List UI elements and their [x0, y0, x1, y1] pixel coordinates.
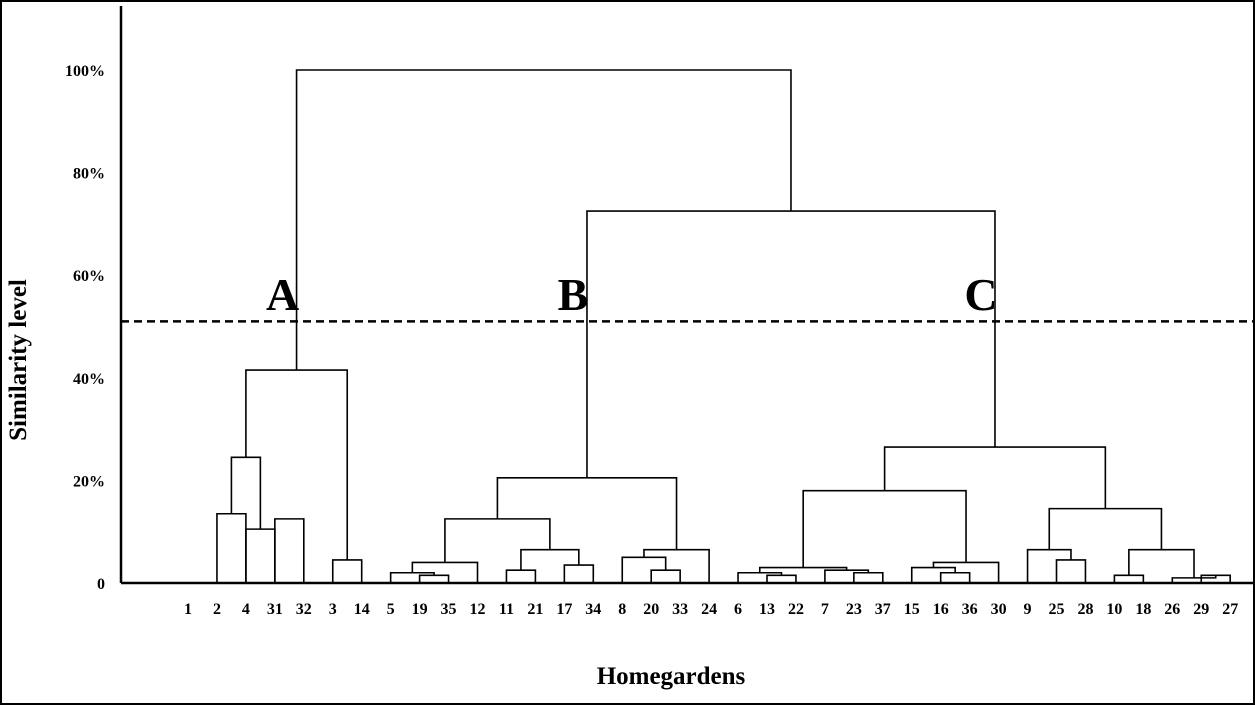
leaf-label: 21 [527, 601, 543, 618]
x-axis-title: Homegardens [597, 663, 746, 690]
dendrogram-link [883, 446, 1107, 509]
leaf-label: 23 [846, 601, 862, 618]
leaf-label: 9 [1024, 601, 1032, 618]
y-tick-label: 0 [97, 576, 105, 593]
leaf-label: 19 [412, 601, 428, 618]
leaf-label: 4 [242, 601, 250, 618]
leaf-label: 30 [991, 601, 1007, 618]
leaf-label: 20 [643, 601, 659, 618]
dendrogram-link [505, 569, 537, 583]
dendrogram-link [643, 548, 710, 583]
dendrogram-link [1026, 548, 1072, 583]
dendrogram-link [853, 571, 884, 583]
dendrogram-link [389, 571, 435, 583]
leaf-label: 7 [821, 601, 829, 618]
y-tick-label: 80% [73, 166, 105, 183]
dendrogram-tree [216, 69, 1231, 583]
leaf-label: 12 [470, 601, 486, 618]
dendrogram-link [586, 210, 996, 478]
leaf-label: 6 [734, 601, 742, 618]
dendrogram-link [737, 571, 783, 583]
leaf-label: 2 [213, 601, 221, 618]
dendrogram-link [295, 69, 792, 371]
dendrogram-link [1055, 559, 1087, 583]
dendrogram-link [802, 489, 967, 568]
leaf-label: 18 [1135, 601, 1151, 618]
leaf-label: 27 [1222, 601, 1238, 618]
leaf-label: 13 [759, 601, 775, 618]
dendrogram-link [520, 548, 580, 571]
leaf-label: 3 [329, 601, 337, 618]
leaf-label: 11 [499, 601, 514, 618]
cluster-labels: A B C [266, 269, 998, 320]
leaf-label: 31 [267, 601, 283, 618]
leaf-label: 15 [904, 601, 920, 618]
y-tick-label: 100% [65, 63, 105, 80]
leaf-label: 17 [556, 601, 572, 618]
leaf-label: 1 [184, 601, 192, 618]
dendrogram-link [563, 564, 595, 583]
leaf-label: 33 [672, 601, 688, 618]
leaf-label: 36 [962, 601, 978, 618]
leaf-label: 34 [585, 601, 601, 618]
dendrogram-link [245, 528, 276, 583]
dendrogram-link [216, 512, 247, 583]
leaf-label: 29 [1193, 601, 1209, 618]
cluster-label: A [266, 269, 299, 320]
leaf-label: 14 [354, 601, 370, 618]
dendrogram-link [650, 569, 681, 583]
y-axis-title: Similarity level [5, 279, 32, 441]
leaf-label: 24 [701, 601, 717, 618]
cluster-label: C [964, 269, 997, 320]
leaf-label: 37 [875, 601, 891, 618]
leaf-label: 5 [387, 601, 395, 618]
dendrogram-link [444, 518, 551, 563]
dendrogram-link [939, 571, 971, 583]
leaf-label: 16 [933, 601, 949, 618]
leaf-label: 26 [1164, 601, 1180, 618]
dendrogram-link [910, 566, 956, 583]
leaf-label: 22 [788, 601, 804, 618]
leaf-label: 28 [1077, 601, 1093, 618]
leaf-label: 32 [296, 601, 312, 618]
leaf-label: 10 [1106, 601, 1122, 618]
dendrogram-link [1128, 548, 1195, 578]
cluster-label: B [558, 269, 589, 320]
y-tick-label: 20% [73, 473, 105, 490]
dendrogram-link [274, 518, 305, 583]
leaf-label: 8 [618, 601, 626, 618]
dendrogram-link [1048, 507, 1163, 550]
leaf-label: 35 [441, 601, 457, 618]
dendrogram-link [496, 477, 678, 550]
y-tick-label: 40% [73, 371, 105, 388]
leaf-labels: 1 2 4 31 32 3 14 5 19 35 12 11 21 17 34 8 20 33 24 6 13 22 7 23… [184, 601, 1238, 618]
leaf-label: 25 [1049, 601, 1065, 618]
y-tick-label: 60% [73, 268, 105, 285]
y-tick-labels: 0 20% 40% 60% 80% 100% [65, 63, 105, 593]
dendrogram-link [331, 559, 363, 583]
